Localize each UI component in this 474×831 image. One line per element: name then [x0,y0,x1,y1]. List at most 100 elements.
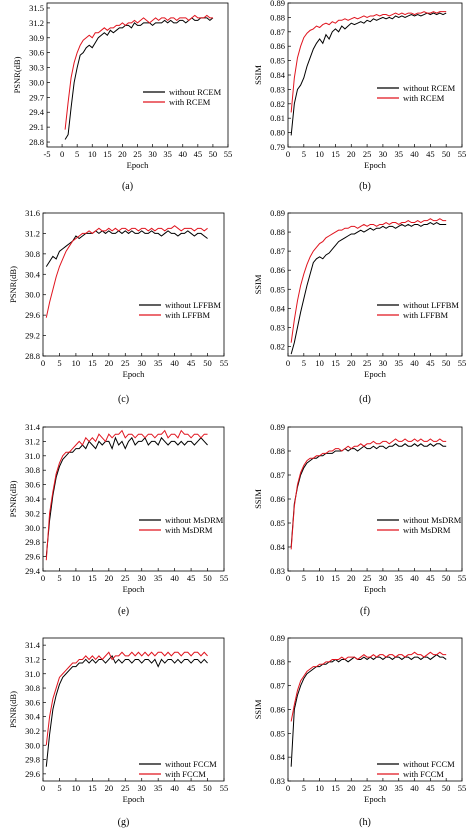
x-tick-label: 35 [154,783,163,793]
x-tick-label: 25 [363,149,372,159]
x-tick-label: 40 [410,358,419,368]
subfigure-caption: (c) [118,394,129,405]
x-tick-label: 35 [394,358,403,368]
series-line-with [45,429,208,561]
x-tick-label: 50 [442,573,451,583]
x-tick-label: 15 [88,573,97,583]
x-tick-label: 5 [302,783,306,793]
x-tick-label: 0 [286,358,290,368]
y-tick-label: 30.2 [25,508,40,518]
subfigure-caption: (d) [359,394,371,405]
y-tick-label: 30.0 [25,290,40,300]
y-axis-label: PSNR(dB) [12,56,22,93]
x-tick-label: 45 [194,149,203,159]
x-tick-label: 40 [410,149,419,159]
plot-frame [287,2,463,148]
subfigure-caption: (e) [118,606,129,617]
legend-label-with: with MsDRM [403,525,451,535]
x-tick-label: 0 [60,149,64,159]
y-tick-label: 30.0 [29,77,44,87]
x-tick-label: 15 [103,149,112,159]
x-tick-label: 0 [41,573,45,583]
y-tick-label: 30.6 [25,480,40,490]
subfigure-caption: (g) [118,817,130,828]
plot-frame [287,212,463,357]
y-tick-label: 0.85 [270,728,285,738]
x-tick-label: 0 [286,783,290,793]
chart-panel-4: 0 5 10 15 20 25 30 35 40 45 50 55 0.82 0.83 0.84 0.85 0.… [253,208,466,405]
x-tick-label: 0 [41,783,45,793]
legend-label-without: without LFFBM [403,300,459,310]
y-tick-label: 30.4 [25,712,41,722]
plot-frame [42,426,225,572]
x-tick-label: 50 [203,358,212,368]
y-tick-label: 0.84 [270,752,286,762]
legend-label-without: without LFFBM [165,300,221,310]
x-tick-label: 20 [105,783,114,793]
y-tick-label: 31.5 [29,3,44,13]
x-tick-label: 30 [379,358,388,368]
y-tick-label: 30.8 [25,249,40,259]
x-tick-label: 30 [379,783,388,793]
y-tick-label: 31.4 [25,640,41,650]
x-tick-label: 25 [363,783,372,793]
x-tick-label: 55 [458,358,467,368]
y-tick-label: 30.4 [25,269,41,279]
x-tick-label: 25 [363,573,372,583]
y-tick-label: 0.83 [270,84,285,94]
y-tick-label: 0.86 [270,705,285,715]
legend-label-with: with FCCM [165,769,206,779]
x-tick-label: 25 [121,573,130,583]
y-tick-label: 29.1 [29,122,44,132]
y-tick-label: 30.4 [25,494,41,504]
x-tick-label: 50 [203,783,212,793]
x-tick-label: 5 [302,149,306,159]
x-tick-label: 55 [458,573,467,583]
x-axis-label: Epoch [364,584,386,594]
series-line-without [290,443,447,548]
y-tick-label: 30.6 [29,48,44,58]
y-tick-label: 0.88 [270,12,285,22]
plot-frame [42,212,225,357]
x-tick-label: 15 [331,783,340,793]
plot-frame [287,426,463,572]
series-line-without [64,17,214,140]
legend-label-with: with FCCM [403,769,444,779]
x-tick-label: 20 [347,783,356,793]
x-tick-label: 25 [133,149,142,159]
legend-label-without: without FCCM [403,759,455,769]
x-tick-label: 30 [379,149,388,159]
y-tick-label: 29.8 [25,755,40,765]
series-line-with [290,438,447,550]
x-tick-label: 20 [347,573,356,583]
x-axis-label: Epoch [123,794,145,804]
x-tick-label: 55 [458,783,467,793]
y-tick-label: 0.88 [270,446,285,456]
legend-label-with: with MsDRM [165,525,213,535]
y-tick-label: 0.82 [270,99,285,109]
y-tick-label: 31.0 [25,669,40,679]
x-tick-label: 50 [442,358,451,368]
y-tick-label: 30.2 [25,726,40,736]
y-axis-label: SSIM [253,699,263,719]
x-tick-label: 55 [220,358,229,368]
y-tick-label: 29.4 [29,107,45,117]
x-tick-label: 45 [187,358,196,368]
y-tick-label: 31.2 [25,228,40,238]
y-tick-label: 0.87 [270,470,285,480]
chart-panel-1: -5 0 5 10 15 20 25 30 35 40 45 50 55 28.8 29.1 29.4 29.7… [12,2,232,192]
x-tick-label: 35 [154,573,163,583]
y-tick-label: 30.3 [29,63,44,73]
x-tick-label: 5 [57,573,61,583]
y-tick-label: 0.86 [270,265,285,275]
chart-panel-2: 0 5 10 15 20 25 30 35 40 45 50 55 0.79 0.80 0.81 0.82 0.… [253,0,466,192]
y-tick-label: 30.0 [25,523,40,533]
x-tick-label: 45 [426,149,435,159]
y-tick-label: 31.2 [29,18,44,28]
x-tick-label: 40 [410,573,419,583]
x-axis-label: Epoch [364,160,386,170]
x-tick-label: 15 [331,358,340,368]
y-axis-label: SSIM [253,274,263,294]
series-line-with [45,225,208,318]
series-line-with [64,14,213,130]
